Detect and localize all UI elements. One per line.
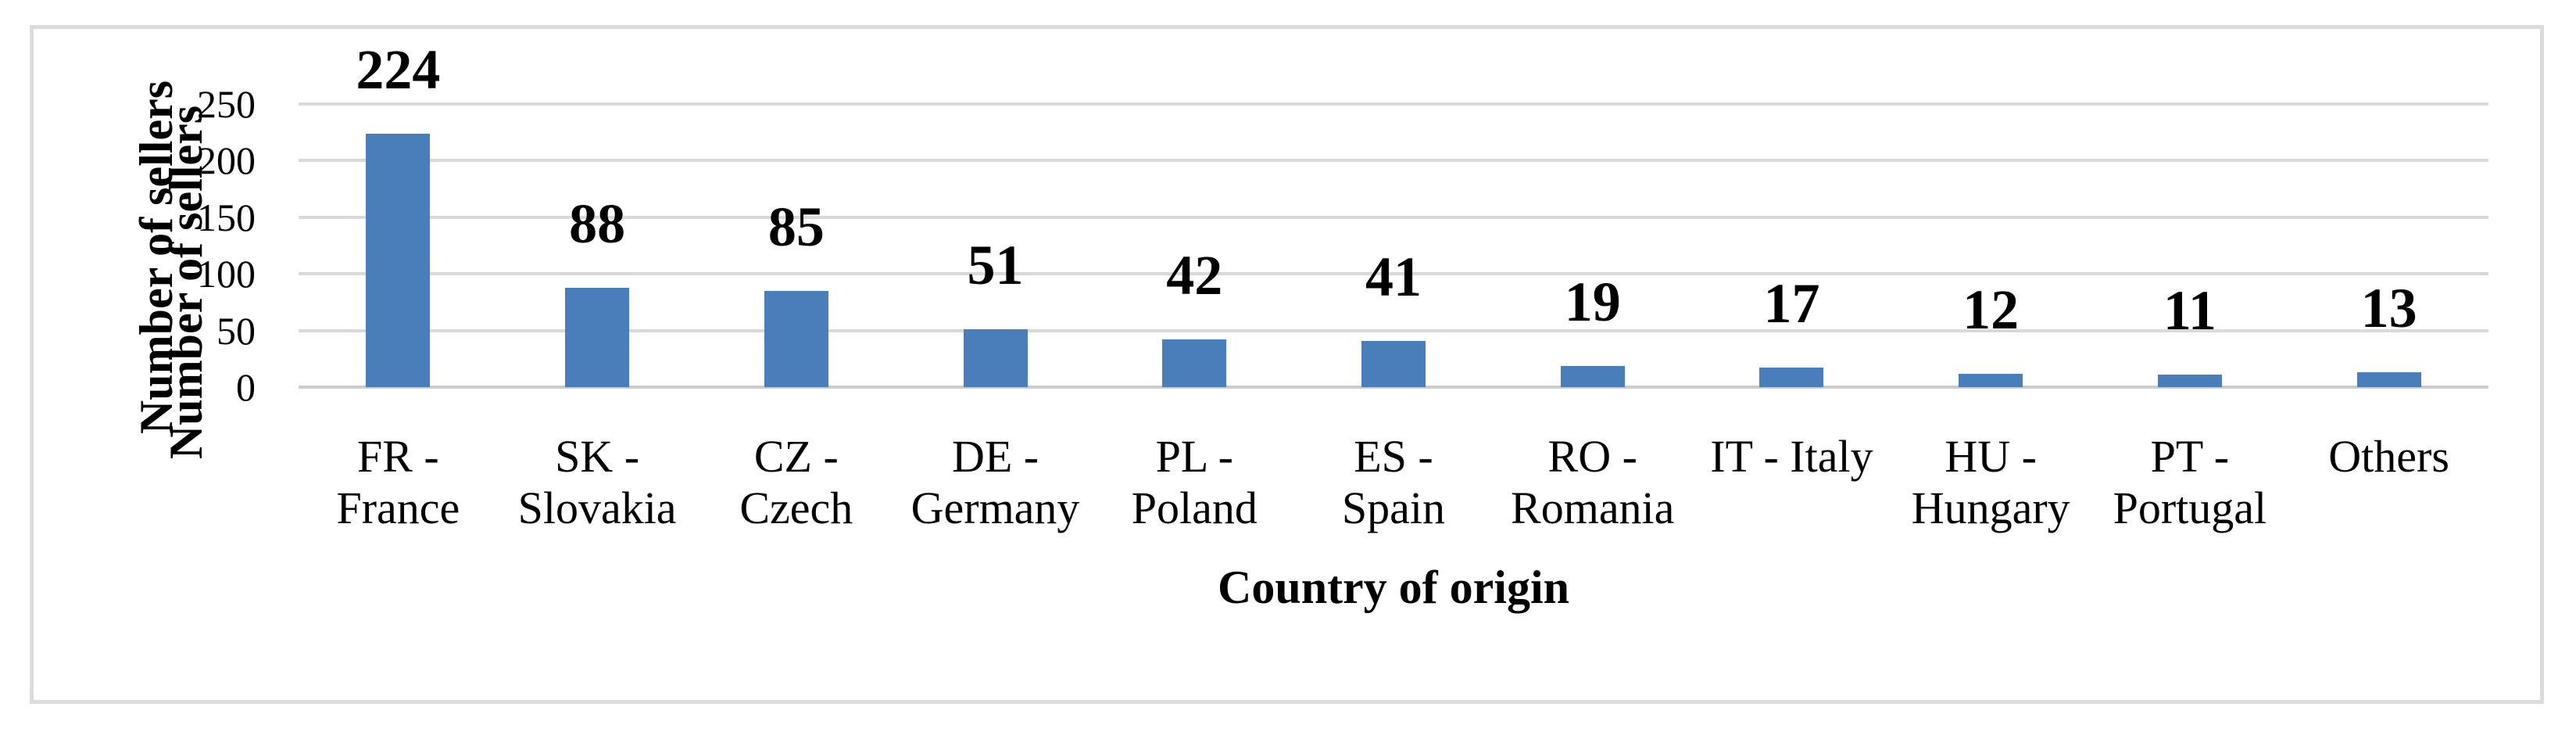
y-tick-label: 250 xyxy=(197,82,256,126)
x-category-label-line: ES - xyxy=(1354,431,1433,482)
bar xyxy=(1361,340,1426,387)
bar xyxy=(2157,375,2222,387)
bar xyxy=(366,133,431,387)
bar-value-label: 51 xyxy=(967,234,1024,297)
y-tick-label: 100 xyxy=(197,252,256,296)
x-category-label: CZ - Czech xyxy=(689,431,903,534)
gridline-150 xyxy=(299,215,2488,219)
x-category-label-line: FR - xyxy=(356,431,439,482)
bar xyxy=(1162,339,1227,387)
bar-value-label: 88 xyxy=(569,192,626,255)
bar xyxy=(1560,365,1625,387)
bar xyxy=(764,290,828,387)
x-category-label: PL - Poland xyxy=(1087,431,1302,534)
plot-area: 0 50 100 150 200 250 224 FR - France 88 SK - Slovak… xyxy=(197,41,2488,533)
x-category-label: Others xyxy=(2281,431,2496,483)
bar-value-label: 12 xyxy=(1962,278,2020,341)
x-category-label-line: Hungary xyxy=(1911,483,2070,533)
x-category-label-line: PT - xyxy=(2150,431,2230,482)
y-tick-label: 150 xyxy=(197,195,256,239)
x-category-label-line: IT - Italy xyxy=(1710,431,1873,482)
bar-value-label: 11 xyxy=(2163,279,2216,343)
bar-value-label: 41 xyxy=(1365,245,1422,308)
gridline-200 xyxy=(299,159,2488,163)
x-category-label: FR - France xyxy=(291,431,506,534)
x-axis-title: Country of origin xyxy=(1218,562,1569,613)
x-category-label-line: Spain xyxy=(1341,483,1446,533)
x-category-label: PT - Portugal xyxy=(2083,431,2298,534)
y-tick-label: 50 xyxy=(216,308,256,353)
x-category-label-line: Slovakia xyxy=(517,483,677,533)
bar-value-label: 42 xyxy=(1166,244,1223,307)
x-category-label-line: PL - xyxy=(1155,431,1233,482)
bar xyxy=(2356,372,2421,387)
bar-value-label: 85 xyxy=(767,195,825,258)
y-axis-title: Number of sellers xyxy=(131,80,182,435)
bar-value-label: 13 xyxy=(2360,277,2417,340)
x-category-label: ES - Spain xyxy=(1286,431,1501,534)
x-category-label: DE - Germany xyxy=(888,431,1103,534)
x-category-label: SK - Slovakia xyxy=(490,431,705,534)
x-category-label-line: Others xyxy=(2328,431,2449,482)
x-category-label-line: Poland xyxy=(1131,483,1258,533)
gridline-250 xyxy=(299,102,2488,106)
x-category-label-line: SK - xyxy=(555,431,640,482)
x-category-label-line: Portugal xyxy=(2113,483,2267,533)
gridline-50 xyxy=(299,328,2488,332)
bar xyxy=(963,329,1028,387)
x-category-label-line: France xyxy=(336,483,460,533)
x-category-label-line: Romania xyxy=(1511,483,1675,533)
bar-value-label: 224 xyxy=(356,38,441,101)
x-category-label: HU - Hungary xyxy=(1884,431,2098,534)
x-category-label-line: CZ - xyxy=(753,431,839,482)
gridline-0 xyxy=(299,386,2488,389)
x-category-label-line: HU - xyxy=(1945,431,2037,482)
x-category-label-line: DE - xyxy=(951,431,1039,482)
chart-frame: Number of sellers 0 50 100 150 200 250 224 FR -… xyxy=(30,25,2544,704)
x-category-label-line: Czech xyxy=(739,483,853,533)
x-category-label: RO - Romania xyxy=(1485,431,1700,534)
bar xyxy=(1959,373,2023,387)
x-category-label-line: RO - xyxy=(1547,431,1637,482)
y-tick-label: 200 xyxy=(197,138,256,183)
bar-value-label: 19 xyxy=(1564,270,1621,333)
bar-value-label: 17 xyxy=(1763,272,1820,336)
y-tick-label: 0 xyxy=(236,365,256,409)
bar xyxy=(1759,368,1824,387)
x-category-label-line: Germany xyxy=(911,483,1080,533)
bar xyxy=(565,287,630,387)
gridline-100 xyxy=(299,272,2488,276)
x-category-label: IT - Italy xyxy=(1684,431,1899,483)
